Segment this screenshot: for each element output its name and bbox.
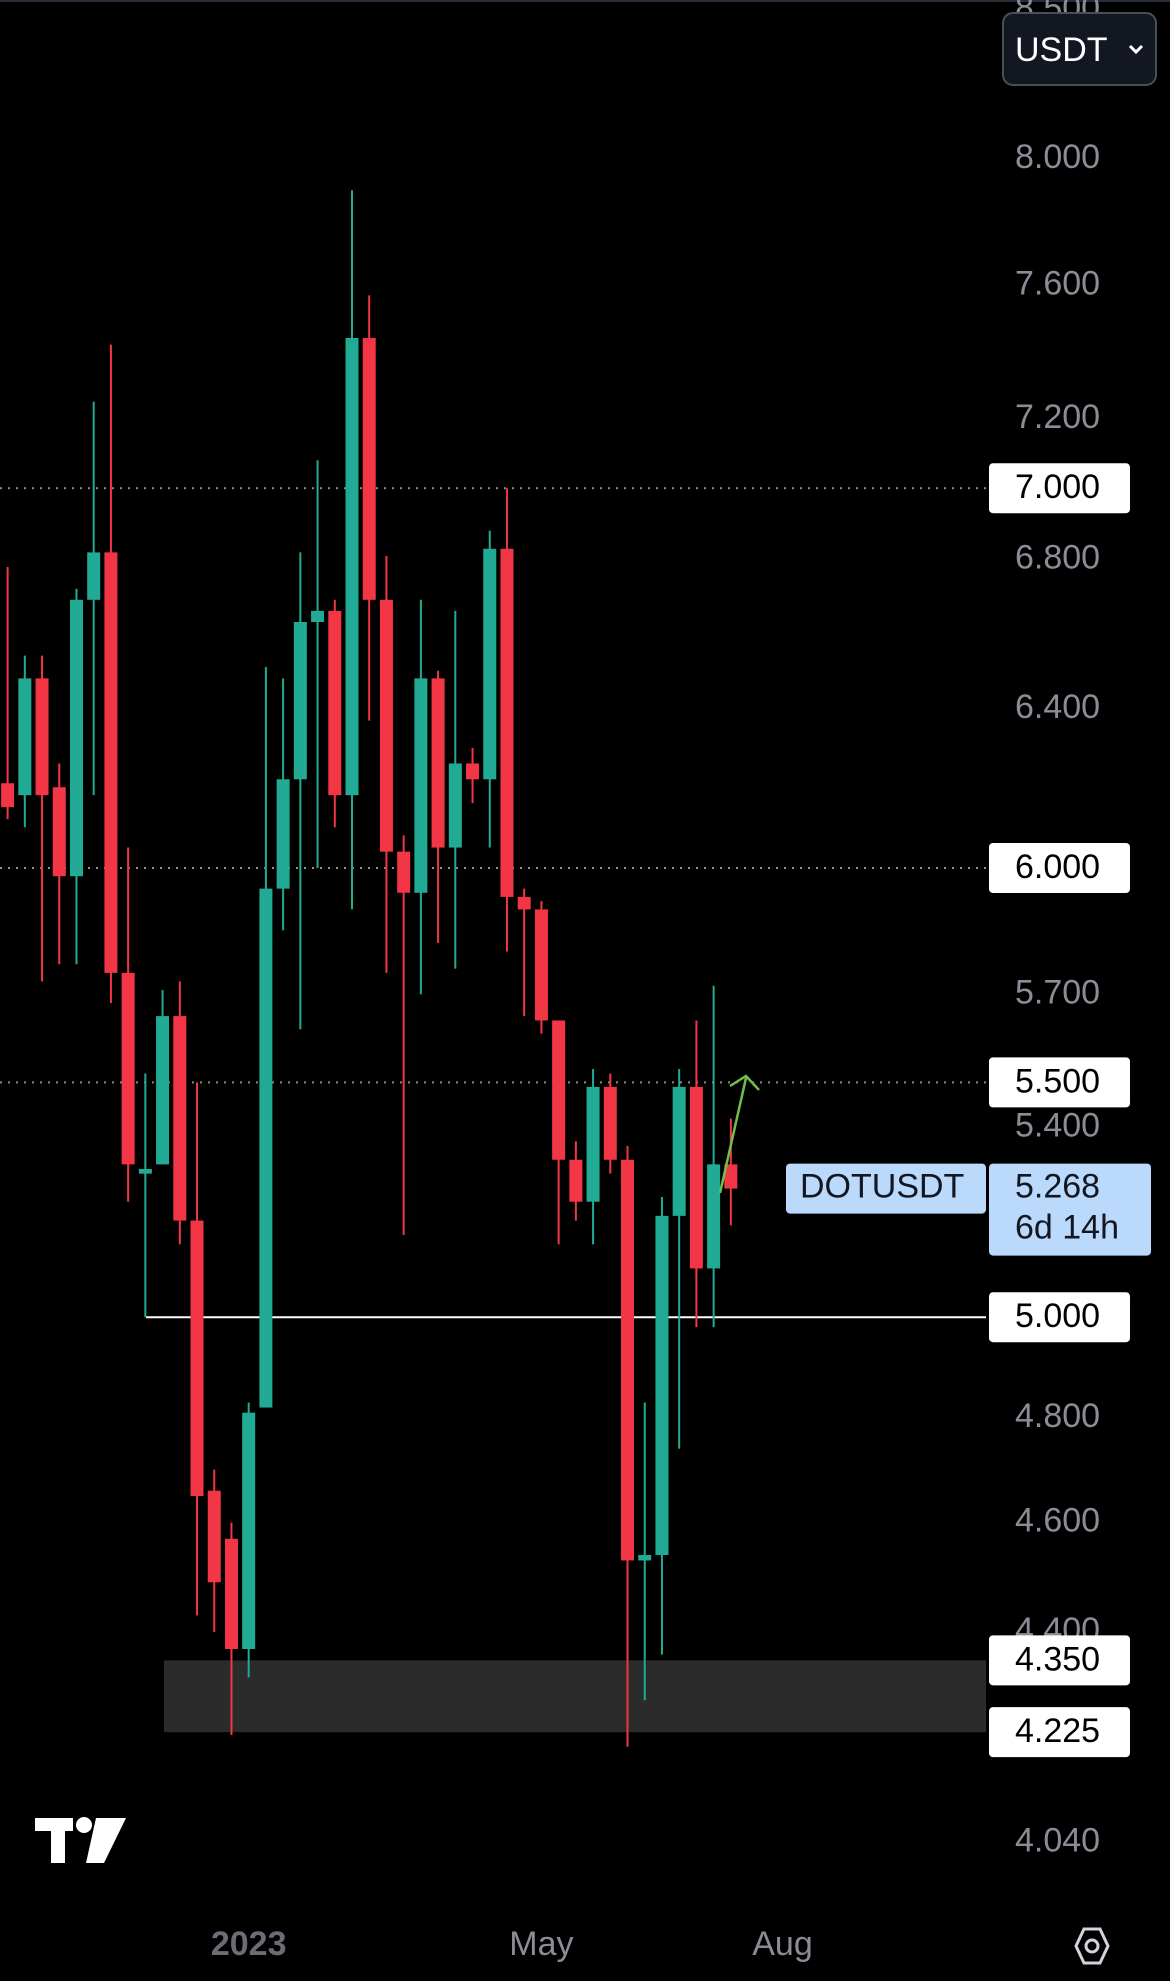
y-tick-label: 4.040 [1015,1821,1100,1859]
price-line-box [989,843,1130,894]
currency-button[interactable]: USDT [1002,12,1157,86]
drawn-arrowhead [729,1074,760,1091]
y-tick-label: 7.200 [1015,398,1100,436]
price-line-box [989,1057,1130,1108]
plot: 8.5008.0007.6007.2006.8006.4005.7005.400… [0,0,1151,1963]
chevron [1128,44,1144,55]
candle-body [276,779,290,889]
price-line-box [989,463,1130,514]
candle-body [552,1020,566,1160]
candle-body [224,1538,238,1650]
y-tick-label: 5.700 [1015,973,1100,1011]
settings-icon-center [1084,1938,1100,1954]
x-tick-label: Aug [752,1925,813,1963]
candle-body [362,338,376,600]
candle-body [1,783,15,808]
symbol-label: DOTUSDT [800,1168,964,1206]
candle-body [621,1159,635,1561]
logo-part [51,1818,65,1863]
y-tick-label: 8.000 [1015,138,1100,176]
y-tick-label: 6.800 [1015,539,1100,577]
candle-body [173,1016,187,1221]
y-tick-label: 7.600 [1015,265,1100,303]
candle-body [397,851,411,893]
logo-part [76,1817,92,1833]
price-line-label: 7.000 [1015,468,1100,506]
candle-body [259,888,273,1408]
settings-icon[interactable] [1074,1927,1110,1965]
candle-body [87,552,101,600]
y-tick-label: 5.400 [1015,1107,1100,1145]
candle-body [517,896,531,910]
candle-body [586,1086,600,1202]
button-box[interactable] [1002,12,1157,86]
candle-body [104,552,118,973]
zone-top-label: 4.350 [1015,1640,1100,1678]
candle-body [35,678,49,796]
drawn-arrow [718,1077,748,1194]
candle-body [69,599,83,877]
candle-body [638,1555,652,1561]
x-tick-label: 2023 [211,1925,287,1963]
candle-body [603,1086,617,1160]
y-tick-label: 4.800 [1015,1397,1100,1435]
candle-body [52,787,66,877]
candle-body [190,1220,204,1497]
candle-body [379,599,393,852]
zone-bottom-label: 4.225 [1015,1712,1100,1750]
candle-body [500,548,514,897]
candle-body [18,678,32,796]
logo-part [86,1818,126,1863]
candle-body [672,1086,686,1216]
price-line-label: 6.000 [1015,848,1100,886]
price-line-label: 5.000 [1015,1297,1100,1335]
candle-body [138,1169,152,1174]
candle-body [431,678,445,848]
countdown-label: 6d 14h [1015,1209,1119,1247]
x-tick-label: May [509,1925,573,1963]
candle-body [466,763,480,780]
candle-body [655,1215,669,1556]
y-tick-label: 6.400 [1015,688,1100,726]
price-line-box [989,1292,1130,1343]
price-line-label: 5.500 [1015,1062,1100,1100]
candle-body [242,1412,256,1650]
candle-body [207,1490,221,1583]
zone [164,1660,986,1733]
symbol-box [786,1163,986,1214]
candle-body [414,678,428,893]
tv-logo [35,1817,126,1863]
candle-body [724,1164,738,1189]
candle-body [328,610,342,796]
candle-body [311,610,325,623]
candle-body [121,972,135,1165]
candle-body [345,338,359,796]
last-price-label: 5.268 [1015,1168,1100,1206]
y-tick-label: 4.600 [1015,1502,1100,1540]
candle-body [156,1016,170,1165]
candle-body [569,1159,583,1202]
zone-bottom-box [989,1707,1130,1758]
candle-body [448,763,462,848]
candle-body [293,622,307,780]
candle-body [689,1086,703,1269]
currency-label[interactable]: USDT [1015,31,1108,69]
candle-body [707,1164,721,1269]
zone-top-box [989,1635,1130,1686]
last-price-box [989,1163,1151,1256]
candle-body [483,548,497,780]
candle-body [534,909,548,1021]
